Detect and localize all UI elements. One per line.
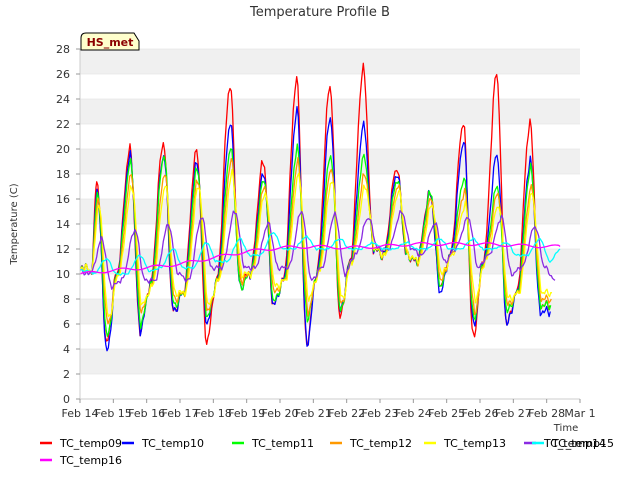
legend-label: TC_temp12 (349, 437, 412, 450)
legend-label: TC_temp09 (59, 437, 122, 450)
x-tick-label: Feb 14 (62, 407, 99, 420)
legend-label: TC_temp13 (443, 437, 506, 450)
legend-label: TC_temp14 (543, 437, 606, 450)
legend-item-tc-temp10: TC_temp10 (122, 437, 204, 450)
grid-band (80, 299, 580, 324)
x-tick-label: Feb 18 (195, 407, 232, 420)
x-tick-label: Feb 26 (462, 407, 499, 420)
series-line-tc-temp15 (79, 232, 561, 276)
legend-item-tc-temp13: TC_temp13 (424, 437, 506, 450)
x-tick-label: Feb 19 (228, 407, 265, 420)
y-tick-label: 12 (56, 243, 70, 256)
y-tick-label: 22 (56, 118, 70, 131)
series-line-tc-temp16 (79, 241, 561, 275)
x-tick-label: Feb 20 (262, 407, 299, 420)
x-axis-label: Time (553, 423, 578, 434)
y-axis-label: Temperature (C) (9, 183, 20, 265)
x-tick-label: Feb 15 (95, 407, 132, 420)
series-line-tc-temp14 (79, 210, 556, 290)
badge-label: HS_met (87, 36, 134, 49)
x-tick-label: Feb 24 (395, 407, 432, 420)
x-tick-label: Mar 1 (564, 407, 595, 420)
plot-background (80, 48, 580, 400)
x-tick-label: Feb 16 (128, 407, 165, 420)
legend-item-tc-temp16: TC_temp16 (40, 454, 122, 467)
y-tick-label: 24 (56, 93, 70, 106)
y-tick-label: 10 (56, 268, 70, 281)
legend-label: TC_temp11 (251, 437, 314, 450)
legend-label: TC_temp16 (59, 454, 122, 467)
y-tick-label: 0 (63, 393, 70, 406)
y-tick-label: 14 (56, 218, 70, 231)
legend-item-tc-temp15: TC_temp15 (532, 437, 614, 450)
legend-item-tc-temp09: TC_temp09 (40, 437, 122, 450)
grid-band (80, 249, 580, 274)
y-tick-label: 26 (56, 68, 70, 81)
x-tick-label: Feb 28 (528, 407, 565, 420)
legend: TC_temp09 TC_temp10 TC_temp11 TC_temp12 TC_t… (40, 437, 614, 467)
x-tick-label: Feb 23 (362, 407, 399, 420)
y-tick-label: 16 (56, 193, 70, 206)
y-tick-label: 2 (63, 368, 70, 381)
y-tick-label: 8 (63, 293, 70, 306)
x-tick-label: Feb 17 (162, 407, 199, 420)
series-lines (79, 62, 561, 352)
series-line-tc-temp13 (79, 169, 553, 318)
grid-band (80, 349, 580, 374)
y-tick-label: 20 (56, 143, 70, 156)
series-line-tc-temp12 (79, 157, 552, 325)
legend-label: TC_temp15 (551, 437, 614, 450)
hs-met-badge: HS_met (80, 32, 140, 51)
legend-item-tc-temp11: TC_temp11 (232, 437, 314, 450)
chart-title: Temperature Profile B (249, 5, 390, 20)
grid-band (80, 49, 580, 74)
legend-item-tc-temp12: TC_temp12 (330, 437, 412, 450)
y-tick-label: 4 (63, 343, 70, 356)
y-tick-label: 28 (56, 43, 70, 56)
x-tick-label: Feb 25 (428, 407, 465, 420)
series-line-tc-temp11 (79, 143, 552, 337)
y-tick-label: 18 (56, 168, 70, 181)
grid-band (80, 149, 580, 174)
legend-label: TC_temp10 (141, 437, 204, 450)
x-tick-label: Feb 27 (495, 407, 532, 420)
x-tick-label: Feb 21 (295, 407, 332, 420)
grid-band (80, 199, 580, 224)
y-tick-label: 6 (63, 318, 70, 331)
x-tick-label: Feb 22 (328, 407, 365, 420)
